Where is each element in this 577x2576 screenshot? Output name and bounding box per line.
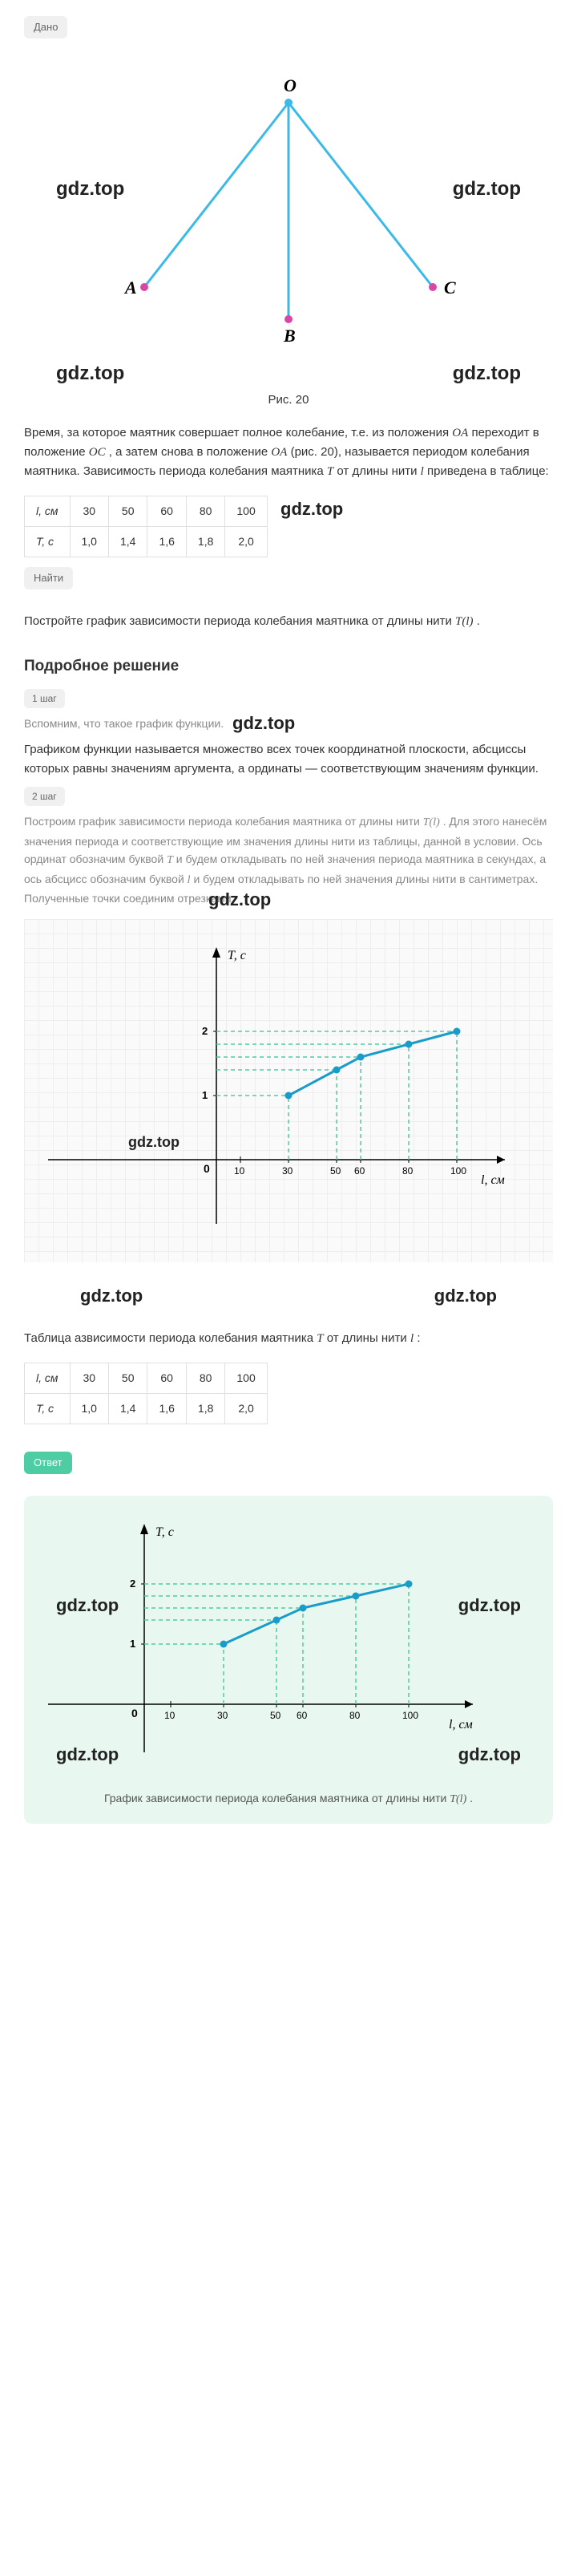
math-t: T xyxy=(317,1332,323,1345)
svg-text:T, c: T, c xyxy=(155,1525,174,1539)
svg-text:2: 2 xyxy=(130,1578,135,1590)
text: . xyxy=(470,1792,473,1804)
text: : xyxy=(417,1331,420,1345)
svg-text:l, см: l, см xyxy=(481,1173,505,1187)
step1-intro: Вспомним, что такое график функции. xyxy=(24,715,553,732)
watermark: gdz.top xyxy=(56,175,124,204)
pendulum-figure: O A B C gdz.top gdz.top gdz.top gdz.top xyxy=(24,63,553,407)
math-tl: T(l) xyxy=(455,615,474,628)
text: График зависимости периода колебания мая… xyxy=(104,1792,450,1804)
problem-text: Время, за которое маятник совершает полн… xyxy=(24,423,553,481)
text: Построим график зависимости периода коле… xyxy=(24,815,423,828)
step1-wrap: Вспомним, что такое график функции. gdz.… xyxy=(24,715,553,732)
svg-text:1: 1 xyxy=(130,1638,135,1650)
chart-2-svg: T, c l, см 0 10 30 50 60 80 100 1 2 xyxy=(40,1512,489,1768)
data-table-2: l, см30506080100T, c1,01,41,61,82,0 xyxy=(24,1363,268,1424)
math-l: l xyxy=(421,465,424,478)
svg-text:80: 80 xyxy=(402,1165,414,1177)
svg-text:O: O xyxy=(284,75,297,95)
math-tl: T(l) xyxy=(450,1793,466,1805)
svg-text:C: C xyxy=(444,277,456,298)
answer-caption: График зависимости периода колебания мая… xyxy=(40,1790,537,1808)
step2-badge: 2 шаг xyxy=(24,787,65,806)
svg-text:60: 60 xyxy=(354,1165,365,1177)
solution-title: Подробное решение xyxy=(24,655,553,678)
svg-text:T, c: T, c xyxy=(228,949,246,962)
step1-badge: 1 шаг xyxy=(24,689,65,708)
svg-text:0: 0 xyxy=(204,1162,210,1175)
math-l: l xyxy=(410,1332,414,1345)
svg-text:30: 30 xyxy=(217,1710,228,1721)
math-tl: T(l) xyxy=(423,816,440,828)
table-caption: Таблица азвисимости периода колебания ма… xyxy=(24,1329,553,1348)
text: от длины нити xyxy=(327,1331,410,1345)
watermark: gdz.top xyxy=(453,359,521,388)
svg-text:100: 100 xyxy=(402,1710,418,1721)
find-text: Постройте график зависимости периода кол… xyxy=(24,612,553,631)
text: , а затем снова в положение xyxy=(109,445,272,459)
given-badge: Дано xyxy=(24,16,67,38)
chart-1-area: T, cl, см0103050608010012 gdz.top xyxy=(24,919,553,1262)
find-badge: Найти xyxy=(24,567,73,589)
math-oa: OA xyxy=(452,427,468,439)
watermark: gdz.top xyxy=(434,1282,497,1309)
svg-text:B: B xyxy=(283,326,296,346)
answer-box: T, cl, см0103050608010012 gdz.top gdz.to… xyxy=(24,1496,553,1825)
svg-text:10: 10 xyxy=(164,1710,176,1721)
svg-text:50: 50 xyxy=(270,1710,281,1721)
svg-text:0: 0 xyxy=(131,1707,138,1719)
text: Время, за которое маятник совершает полн… xyxy=(24,426,452,439)
svg-text:10: 10 xyxy=(234,1165,245,1177)
text: Таблица азвисимости периода колебания ма… xyxy=(24,1331,317,1345)
text: . xyxy=(477,614,480,628)
watermark: gdz.top xyxy=(280,496,343,522)
svg-text:100: 100 xyxy=(450,1165,466,1177)
svg-text:l, см: l, см xyxy=(449,1718,473,1732)
table1-wrap: l, см30506080100T, c1,01,41,61,82,0 gdz.… xyxy=(24,496,553,557)
svg-text:1: 1 xyxy=(202,1089,208,1101)
text: приведена в таблице: xyxy=(427,464,549,478)
math-t: T xyxy=(327,465,333,478)
watermark: gdz.top xyxy=(453,175,521,204)
text: от длины нити xyxy=(337,464,420,478)
wm-row: gdz.top gdz.top xyxy=(24,1274,553,1314)
svg-text:60: 60 xyxy=(297,1710,308,1721)
svg-text:30: 30 xyxy=(282,1165,293,1177)
watermark: gdz.top xyxy=(80,1282,143,1309)
svg-text:50: 50 xyxy=(330,1165,341,1177)
math-l: l xyxy=(188,874,191,886)
watermark: gdz.top xyxy=(56,359,124,388)
math-oc: OC xyxy=(89,446,106,459)
math-oa: OA xyxy=(271,446,287,459)
svg-text:80: 80 xyxy=(349,1710,361,1721)
step1-definition: Графиком функции называется множество вс… xyxy=(24,740,553,779)
data-table-1: l, см30506080100T, c1,01,41,61,82,0 xyxy=(24,496,268,557)
math-t: T xyxy=(167,854,173,866)
svg-text:A: A xyxy=(123,277,137,298)
step2-text: Построим график зависимости периода коле… xyxy=(24,812,553,907)
chart-1-svg: T, c l, см 0 10 30 50 60 80 100 1 2 xyxy=(40,935,521,1240)
text: Постройте график зависимости периода кол… xyxy=(24,614,455,628)
answer-badge: Ответ xyxy=(24,1452,72,1474)
pendulum-svg: O A B C xyxy=(32,63,545,407)
svg-text:2: 2 xyxy=(202,1025,208,1037)
